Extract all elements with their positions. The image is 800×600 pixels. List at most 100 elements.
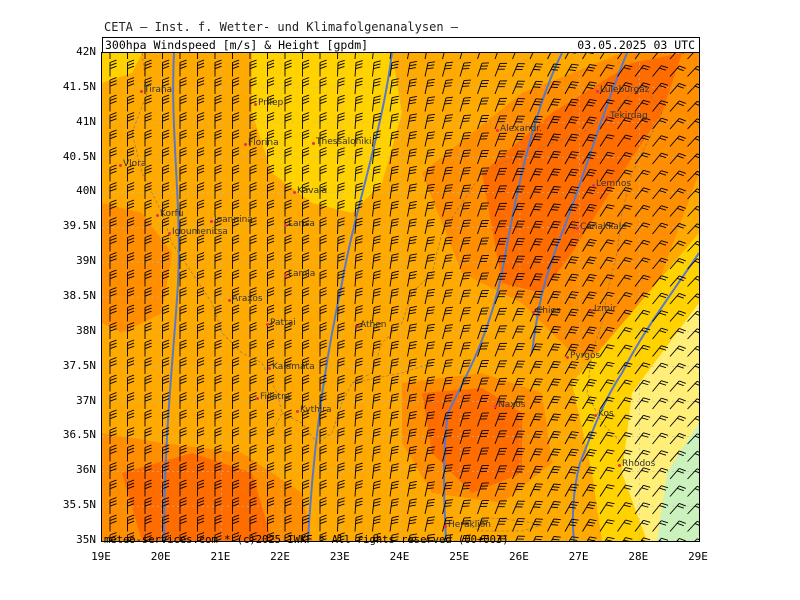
barb-feather bbox=[571, 133, 579, 136]
wind-barb bbox=[512, 395, 525, 410]
barb-feather bbox=[197, 357, 205, 361]
barb-feather bbox=[127, 290, 135, 294]
barb-feather bbox=[462, 138, 470, 140]
barb-feather bbox=[127, 398, 135, 402]
barb-feather bbox=[284, 395, 292, 399]
wind-barb bbox=[676, 538, 686, 541]
wind-barb bbox=[319, 462, 327, 480]
wind-barb bbox=[197, 322, 205, 339]
barb-feather bbox=[319, 360, 327, 364]
barb-feather bbox=[571, 168, 579, 171]
barb-feather bbox=[391, 95, 399, 99]
barb-feather bbox=[679, 433, 686, 437]
wind-barb bbox=[669, 310, 686, 322]
barb-feather bbox=[355, 535, 363, 539]
barb-feather bbox=[232, 520, 240, 525]
barb-feather bbox=[179, 482, 187, 487]
barb-feather bbox=[337, 468, 345, 472]
barb-feather bbox=[337, 479, 345, 483]
wind-barb bbox=[459, 447, 471, 462]
barb-feather bbox=[552, 276, 560, 278]
barb-feather bbox=[127, 497, 135, 501]
barb-feather bbox=[144, 503, 152, 507]
wind-speed-fill bbox=[102, 53, 699, 541]
wind-barb bbox=[494, 115, 507, 130]
barb-shaft bbox=[551, 536, 555, 541]
barb-feather bbox=[144, 217, 152, 221]
barb-feather bbox=[444, 365, 452, 367]
barb-feather bbox=[249, 223, 257, 227]
barb-shaft bbox=[652, 520, 662, 532]
barb-feather bbox=[696, 380, 699, 383]
barb-feather bbox=[214, 412, 222, 417]
barb-shaft bbox=[547, 378, 555, 392]
barb-feather bbox=[319, 433, 327, 437]
barb-feather bbox=[373, 115, 381, 119]
wind-barb bbox=[302, 129, 310, 147]
barb-feather bbox=[179, 255, 187, 259]
barb-feather bbox=[586, 244, 594, 247]
barb-feather bbox=[302, 307, 310, 312]
barb-feather bbox=[408, 67, 416, 70]
barb-feather bbox=[319, 94, 327, 98]
wind-barb bbox=[424, 288, 436, 305]
wind-barb bbox=[564, 221, 579, 235]
barb-feather bbox=[284, 234, 292, 238]
wind-barb bbox=[284, 339, 292, 357]
barb-shaft bbox=[442, 237, 447, 252]
barb-feather bbox=[249, 199, 257, 203]
barb-feather bbox=[588, 521, 596, 524]
wind-barb bbox=[669, 398, 686, 410]
barb-feather bbox=[127, 444, 135, 448]
barb-feather bbox=[267, 255, 275, 259]
wind-barb bbox=[354, 305, 363, 322]
barb-feather bbox=[319, 412, 327, 417]
barb-feather bbox=[267, 377, 275, 382]
barb-feather bbox=[391, 361, 399, 364]
barb-feather bbox=[605, 101, 613, 105]
wind-barb bbox=[337, 59, 345, 77]
wind-barb bbox=[127, 462, 135, 479]
barb-shaft bbox=[547, 81, 555, 95]
barb-feather bbox=[570, 83, 578, 86]
city-label: Alexandr. bbox=[500, 124, 543, 134]
wind-barb bbox=[512, 115, 525, 130]
barb-shaft bbox=[424, 53, 427, 60]
barb-feather bbox=[197, 275, 205, 280]
barb-shaft bbox=[389, 62, 393, 77]
wind-barb bbox=[302, 514, 310, 532]
barb-feather bbox=[214, 430, 222, 434]
barb-feather bbox=[249, 234, 257, 238]
barb-feather bbox=[373, 329, 381, 332]
wind-barb bbox=[477, 97, 489, 112]
barb-feather bbox=[444, 452, 452, 455]
barb-feather bbox=[373, 77, 381, 81]
barb-feather bbox=[568, 349, 576, 352]
barb-feather bbox=[408, 504, 416, 507]
wind-barb bbox=[652, 152, 669, 165]
barb-feather bbox=[109, 220, 117, 224]
wind-band-6 bbox=[122, 453, 272, 541]
wind-barb bbox=[512, 378, 525, 392]
city-label: Thessaloniki bbox=[316, 137, 372, 147]
barb-feather bbox=[109, 132, 117, 137]
wind-barb bbox=[477, 115, 489, 130]
wind-barb bbox=[617, 449, 633, 462]
barb-feather bbox=[249, 503, 257, 507]
barb-feather bbox=[127, 520, 135, 525]
wind-barb bbox=[529, 238, 543, 252]
barb-feather bbox=[355, 255, 363, 259]
wind-barb bbox=[529, 273, 543, 287]
barb-feather bbox=[249, 62, 257, 67]
barb-feather bbox=[179, 412, 187, 417]
barb-feather bbox=[197, 322, 205, 326]
barb-feather bbox=[214, 290, 222, 294]
barb-feather bbox=[109, 97, 117, 102]
barb-feather bbox=[445, 274, 453, 277]
barb-feather bbox=[179, 374, 187, 378]
barb-feather bbox=[445, 397, 453, 399]
barb-feather bbox=[373, 182, 381, 186]
barb-feather bbox=[588, 206, 596, 209]
barb-feather bbox=[302, 342, 310, 347]
barb-feather bbox=[462, 225, 470, 227]
